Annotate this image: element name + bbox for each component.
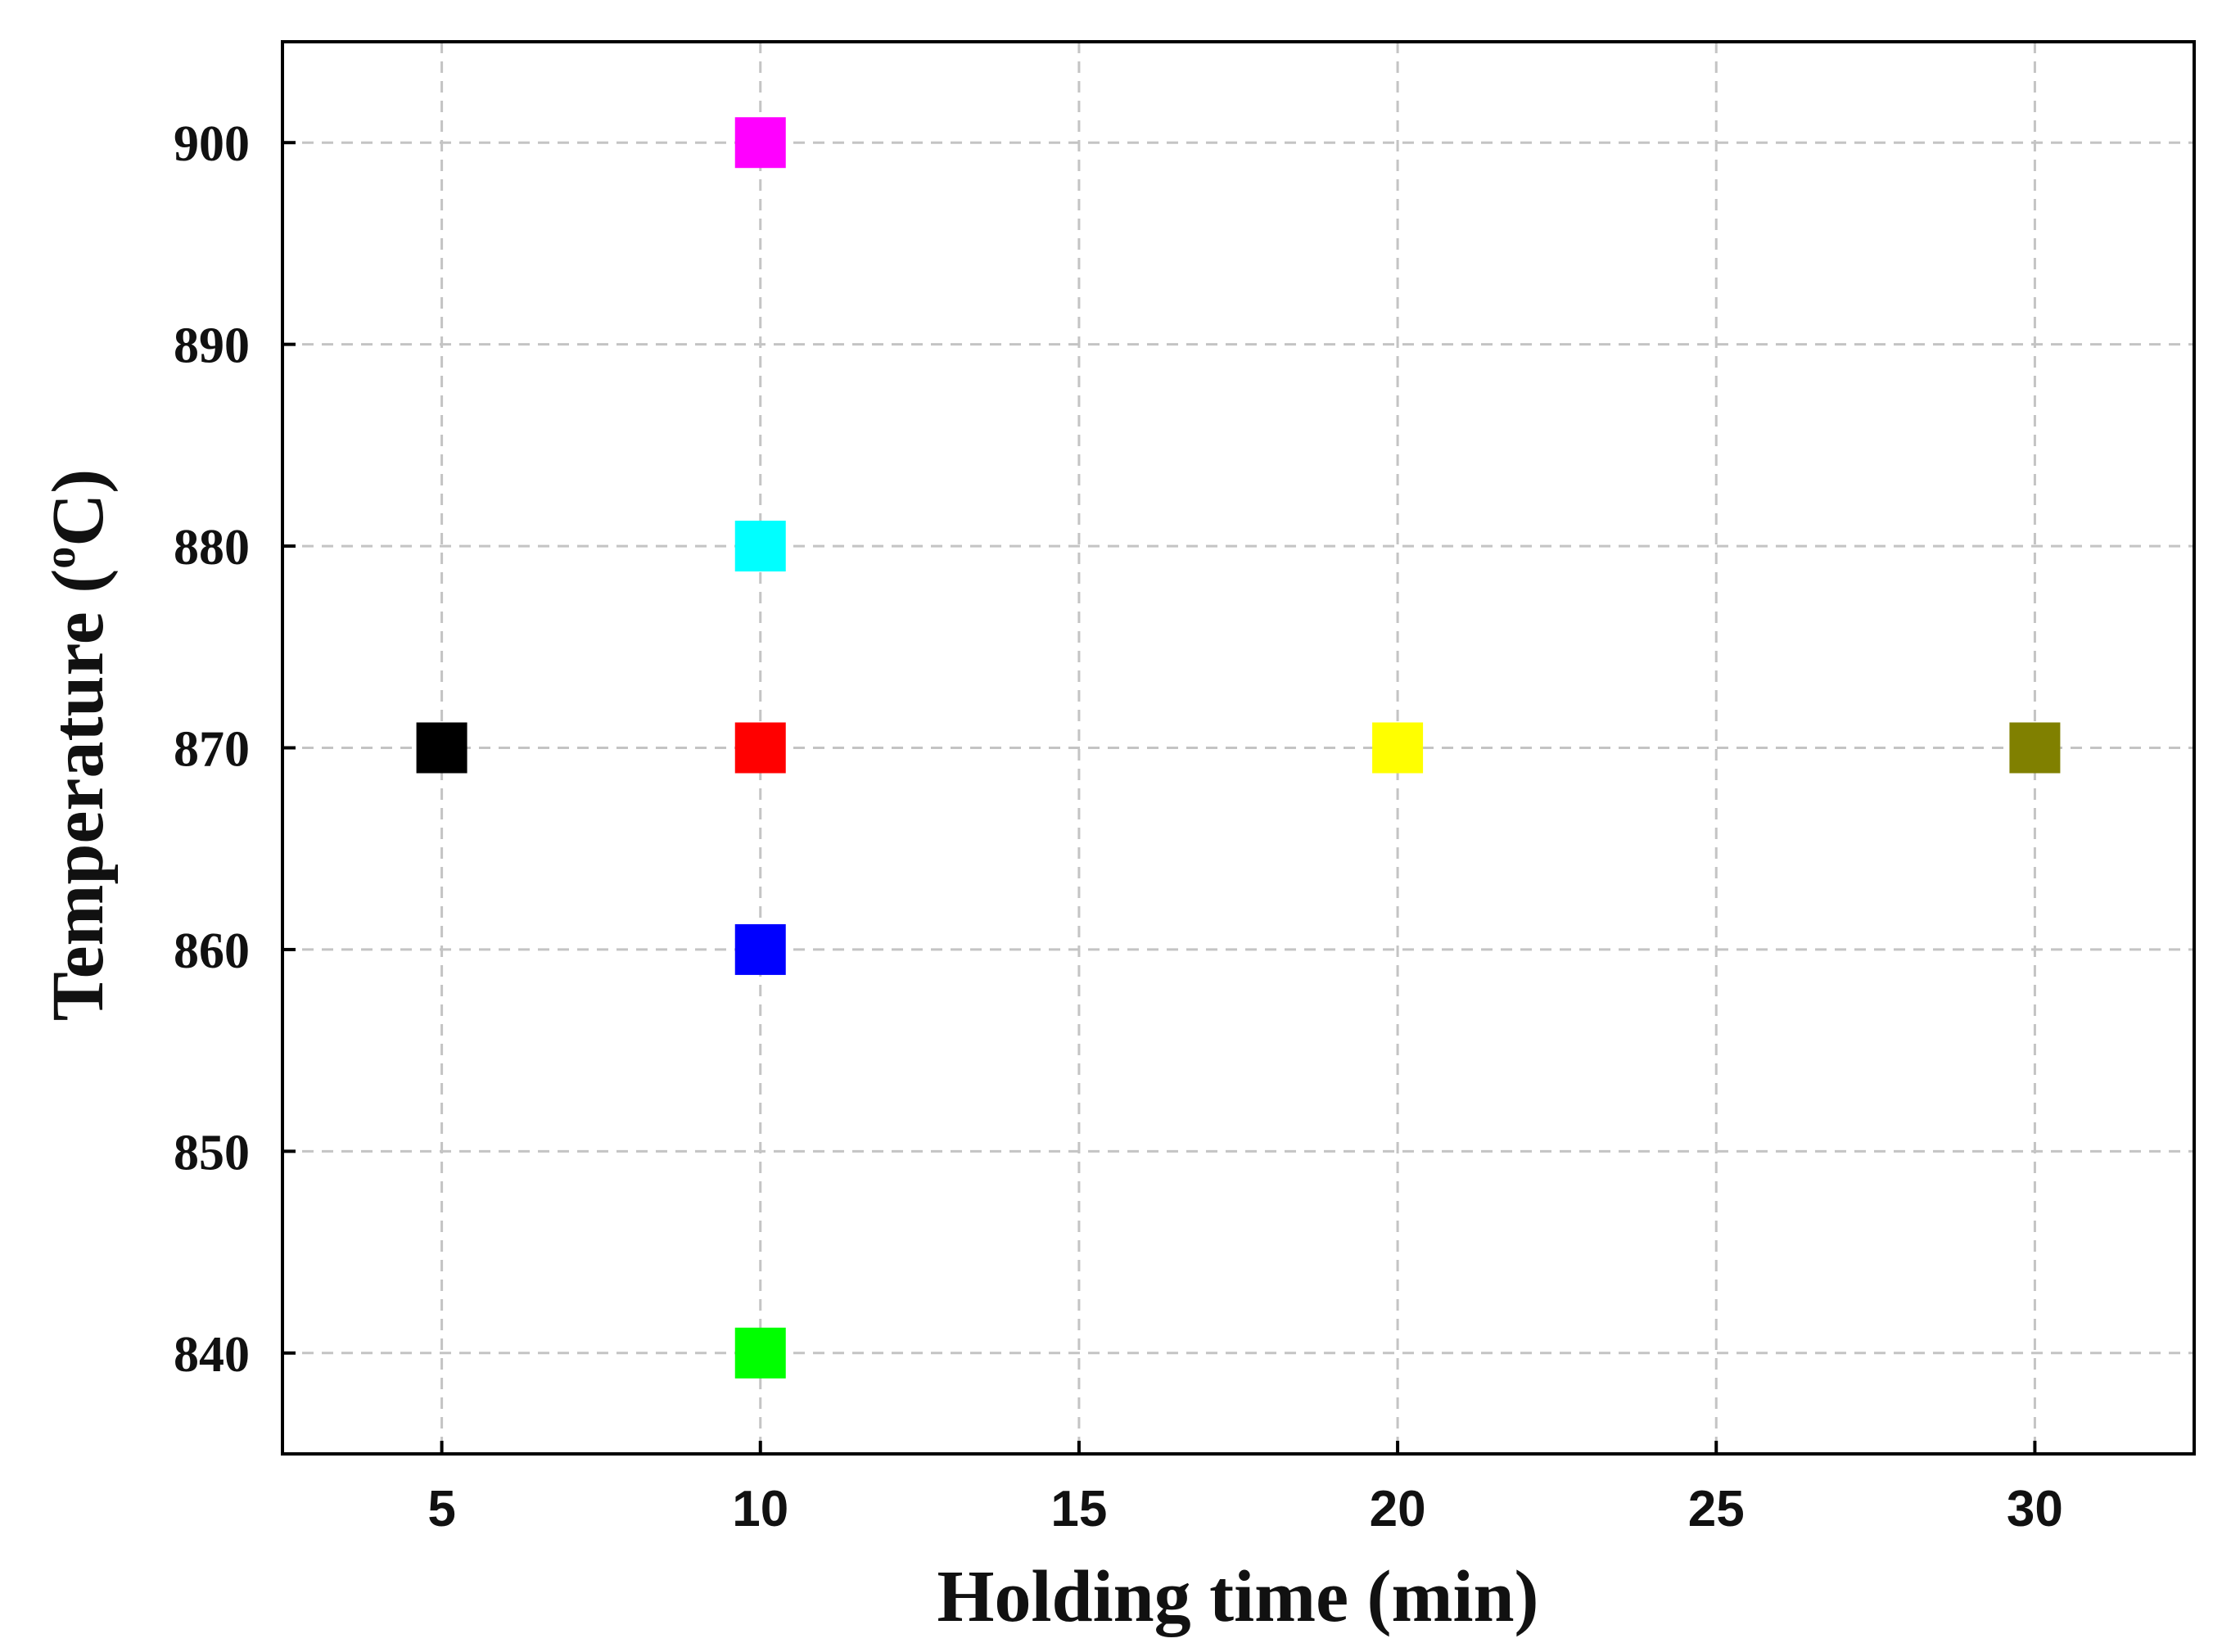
plot-frame	[281, 40, 2196, 1456]
data-point	[734, 117, 786, 169]
point-layer	[416, 117, 2061, 1379]
y-tick-label: 880	[174, 520, 250, 575]
y-axis-label-superscript: o	[35, 547, 84, 569]
x-tick-label: 5	[427, 1481, 455, 1537]
data-point	[734, 1327, 786, 1379]
x-axis-label: Holding time (min)	[937, 1556, 1539, 1637]
x-tick-label: 30	[2007, 1481, 2063, 1537]
y-axis-label-main: Temperature (	[38, 569, 119, 1021]
tick-layer: 5 10 15 20 25 30 840 850 860 870 880 890 900	[174, 116, 2063, 1537]
y-tick-label: 900	[174, 116, 250, 172]
y-axis-label: Temperature (oC)	[35, 469, 119, 1021]
y-tick-label: 840	[174, 1327, 250, 1383]
data-point	[734, 722, 786, 774]
y-axis-label-unit: C)	[38, 469, 119, 547]
y-tick-label: 850	[174, 1125, 250, 1180]
x-tick-label: 20	[1370, 1481, 1426, 1537]
y-tick-label: 860	[174, 923, 250, 979]
data-point	[1372, 722, 1424, 774]
y-tick-label: 870	[174, 722, 250, 778]
data-point	[734, 923, 786, 975]
x-tick-label: 15	[1050, 1481, 1107, 1537]
data-point	[734, 521, 786, 572]
data-point	[2009, 722, 2061, 774]
data-point	[416, 722, 467, 774]
x-tick-label: 10	[732, 1481, 788, 1537]
grid-layer	[282, 42, 2194, 1454]
y-tick-label: 890	[174, 318, 250, 374]
x-tick-label: 25	[1688, 1481, 1745, 1537]
